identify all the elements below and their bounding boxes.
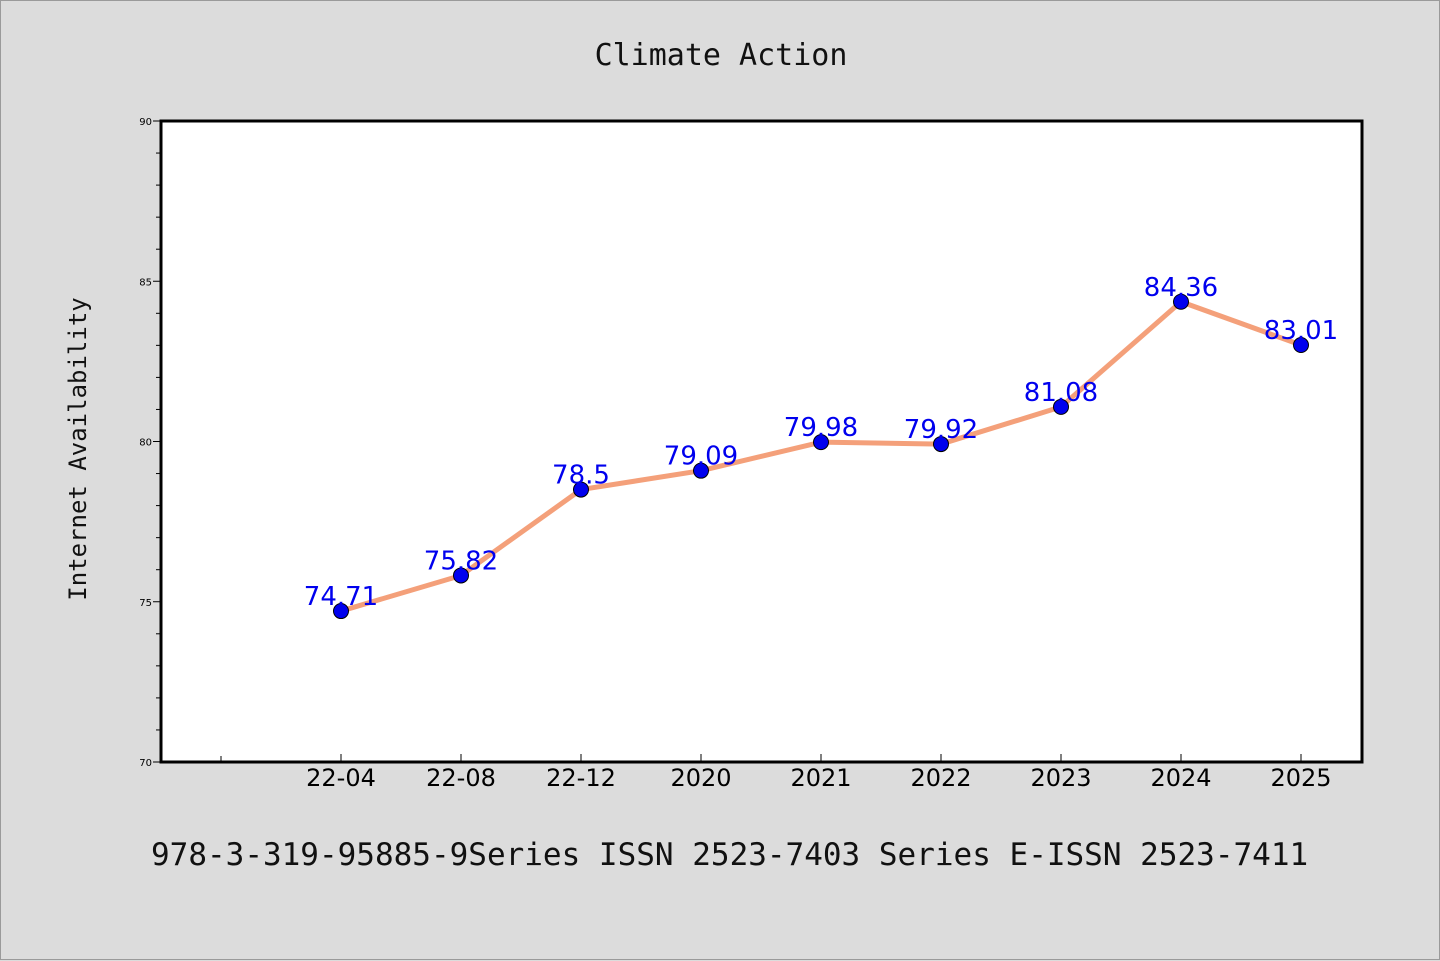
data-point <box>933 436 949 453</box>
y-tick-label: 70 <box>139 758 152 769</box>
data-label: 74.71 <box>304 582 378 612</box>
x-tick-label: 2024 <box>1150 764 1211 792</box>
data-point <box>813 434 829 451</box>
data-point <box>1293 337 1309 354</box>
data-label: 78.5 <box>552 461 610 491</box>
data-label: 79.09 <box>664 442 738 472</box>
x-tick-label: 22-04 <box>306 764 376 792</box>
x-tick-label: 2021 <box>790 764 851 792</box>
x-tick-label: 22-08 <box>426 764 496 792</box>
x-tick-label: 2023 <box>1030 764 1091 792</box>
data-point <box>1173 293 1189 310</box>
data-label: 79.92 <box>904 415 978 445</box>
y-axis-label: Internet Availability <box>64 297 92 600</box>
data-point <box>453 567 469 584</box>
y-tick-label: 90 <box>139 117 152 128</box>
data-point <box>693 462 709 479</box>
x-tick-label: 2022 <box>910 764 971 792</box>
plot-area <box>159 119 1364 764</box>
y-tick-label: 80 <box>139 438 152 449</box>
isbn-caption: 978-3-319-95885-9Series ISSN 2523-7403 S… <box>151 837 1308 873</box>
y-axis: 70 75 80 85 90 <box>139 117 161 769</box>
data-label: 81.08 <box>1024 378 1098 408</box>
x-axis: 22-04 22-08 22-12 2020 2021 2022 2023 2024 2025 <box>220 754 1332 792</box>
x-tick-label: 2025 <box>1270 764 1331 792</box>
chart-title: Climate Action <box>595 38 848 73</box>
data-point <box>1053 398 1069 415</box>
x-tick-label: 2020 <box>670 764 731 792</box>
data-label: 84.36 <box>1144 273 1218 303</box>
data-label: 75.82 <box>424 546 498 576</box>
data-point <box>573 481 589 498</box>
data-label: 79.98 <box>784 413 858 443</box>
x-tick-label: 22-12 <box>546 764 616 792</box>
data-point <box>333 603 349 620</box>
data-label: 83.01 <box>1264 316 1338 346</box>
series-layer: 74.71 75.82 78.5 79.09 79.98 79.92 81.08 84.36 8… <box>304 273 1338 620</box>
y-tick-label: 85 <box>139 277 152 288</box>
y-tick-label: 75 <box>139 598 152 609</box>
